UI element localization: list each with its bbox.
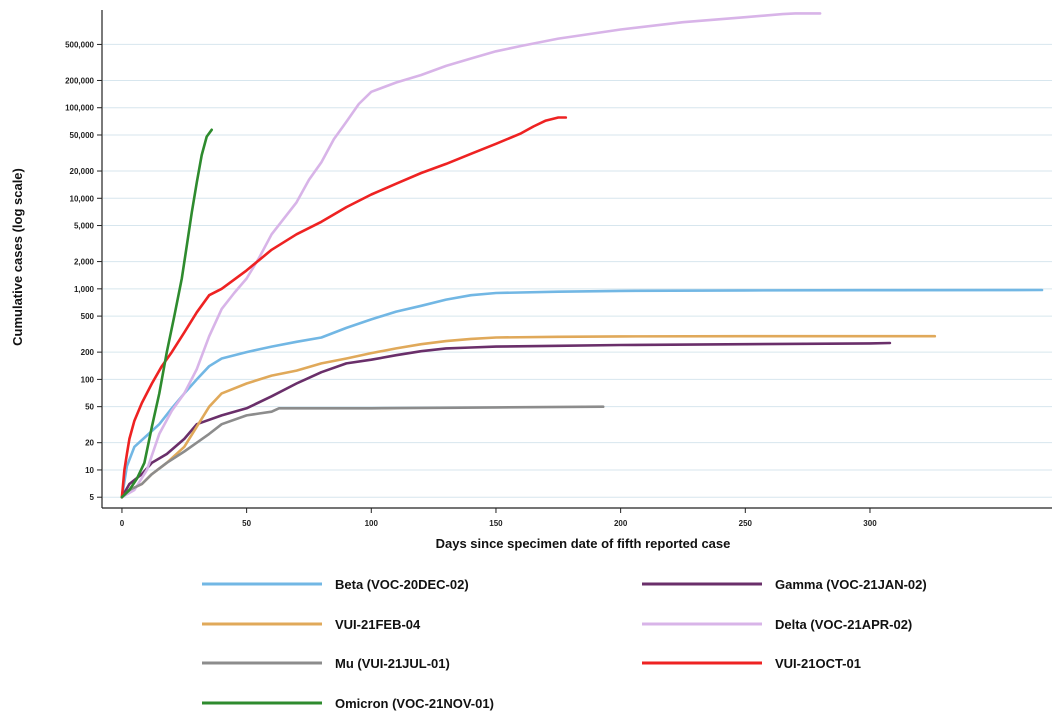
x-tick-label: 200 bbox=[614, 519, 628, 528]
y-tick-label: 200 bbox=[81, 348, 95, 357]
y-tick-label: 5 bbox=[90, 493, 95, 502]
axes bbox=[97, 10, 1052, 513]
y-tick-label: 20,000 bbox=[70, 167, 95, 176]
series-line bbox=[120, 341, 892, 499]
legend-label: Gamma (VOC-21JAN-02) bbox=[775, 577, 927, 592]
y-tick-label: 50 bbox=[85, 403, 94, 412]
legend-label: Delta (VOC-21APR-02) bbox=[775, 617, 912, 632]
y-tick-label: 500 bbox=[81, 312, 95, 321]
legend-label: VUI-21OCT-01 bbox=[775, 656, 861, 671]
series-line bbox=[120, 128, 213, 499]
series-line bbox=[120, 116, 568, 499]
x-tick-label: 100 bbox=[365, 519, 379, 528]
x-tick-label: 300 bbox=[863, 519, 877, 528]
y-axis-title: Cumulative cases (log scale) bbox=[10, 168, 25, 346]
y-tick-label: 200,000 bbox=[65, 76, 94, 85]
legend-label: Beta (VOC-20DEC-02) bbox=[335, 577, 469, 592]
x-axis-title: Days since specimen date of fifth report… bbox=[436, 536, 731, 551]
grid-lines bbox=[103, 43, 1052, 498]
x-tick-label: 50 bbox=[242, 519, 251, 528]
y-tick-label: 5,000 bbox=[74, 222, 95, 231]
x-tick-label: 150 bbox=[489, 519, 503, 528]
legend-label: VUI-21FEB-04 bbox=[335, 617, 421, 632]
y-tick-label: 2,000 bbox=[74, 258, 95, 267]
x-tick-label: 250 bbox=[739, 519, 753, 528]
legend-label: Omicron (VOC-21NOV-01) bbox=[335, 696, 494, 711]
y-tick-label: 10,000 bbox=[70, 194, 95, 203]
tick-labels: 51020501002005001,0002,0005,00010,00020,… bbox=[65, 40, 877, 528]
series-line bbox=[120, 288, 1044, 499]
y-tick-label: 20 bbox=[85, 439, 94, 448]
x-tick-label: 0 bbox=[120, 519, 125, 528]
y-tick-label: 50,000 bbox=[70, 131, 95, 140]
y-tick-label: 1,000 bbox=[74, 285, 95, 294]
series-line bbox=[120, 405, 605, 499]
legend: Beta (VOC-20DEC-02) Gamma (VOC-21JAN-02) V… bbox=[202, 577, 927, 711]
y-tick-label: 100,000 bbox=[65, 104, 94, 113]
series-lines bbox=[120, 12, 1044, 499]
y-tick-label: 100 bbox=[81, 375, 95, 384]
y-tick-label: 500,000 bbox=[65, 40, 94, 49]
series-line bbox=[120, 12, 822, 499]
y-tick-label: 10 bbox=[85, 466, 94, 475]
legend-label: Mu (VUI-21JUL-01) bbox=[335, 656, 450, 671]
